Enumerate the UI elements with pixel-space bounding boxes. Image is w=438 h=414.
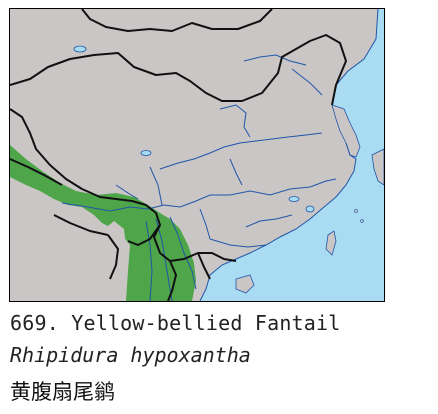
- rivers: [61, 54, 337, 301]
- small-island: [354, 209, 358, 213]
- species-common-name: Yellow-bellied Fantail: [71, 311, 341, 335]
- korea-peninsula: [331, 104, 361, 158]
- lake: [140, 150, 152, 156]
- range-gap: [100, 221, 126, 301]
- lake: [73, 45, 87, 53]
- map-svg: [10, 9, 384, 301]
- hainan-island: [235, 274, 255, 294]
- land-mass: [10, 9, 378, 301]
- range-area: [10, 145, 196, 301]
- lake: [305, 205, 315, 213]
- japan-island: [371, 148, 384, 186]
- small-island: [360, 219, 364, 223]
- species-number: 669.: [10, 311, 59, 335]
- lake: [288, 196, 300, 202]
- species-chinese-name: 黄腹扇尾鹟: [10, 380, 115, 404]
- species-scientific-name: Rhipidura hypoxantha: [10, 343, 251, 367]
- country-borders: [10, 9, 347, 301]
- taiwan-island: [325, 230, 337, 256]
- range-map: [9, 8, 385, 302]
- species-title: 669. Yellow-bellied Fantail: [10, 311, 341, 335]
